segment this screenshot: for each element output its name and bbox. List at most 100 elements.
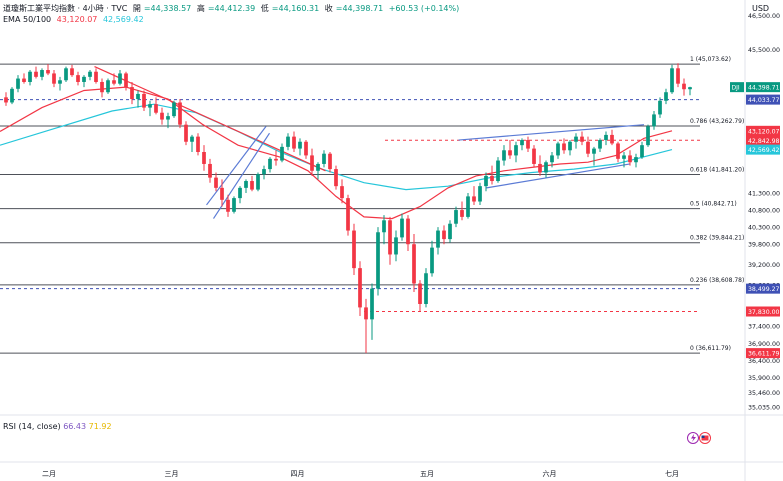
ema100-line [0,103,673,191]
open-label: 開 [132,4,141,13]
price-label-value: 37,830.00 [748,309,780,316]
candle-body [358,268,362,308]
price-label-box [746,348,780,359]
candle-body [280,146,284,161]
price-tick-label: 40,800.00 [748,208,780,215]
candle-body [658,100,662,115]
lightning-glyph-icon [691,434,696,442]
price-tick-label: 45,500.00 [748,47,780,54]
candle-body [454,210,458,224]
candle-body [604,134,608,141]
ema-lines [0,86,673,220]
candle-body [610,134,614,144]
candle-body [94,71,98,82]
candle-body [160,112,164,120]
high-label: 高 [196,4,205,13]
close-value: =44,398.71 [335,4,384,13]
candle-body [202,151,206,164]
candle-body [100,81,104,93]
candle-body [586,141,590,154]
candle-body [166,116,170,120]
candle-body [598,140,602,149]
candle-body [526,140,530,149]
candle-body [298,141,302,149]
symbol-legend: 道瓊斯工業平均指數 · 4小時 · TVC 開 =44,338.57 高 =44,4… [3,3,462,14]
candle-body [652,114,656,127]
price-label-value: 42,842.98 [748,138,780,145]
candle-body [4,97,8,103]
price-tick-label: 41,300.00 [748,190,780,197]
candle-body [178,102,182,125]
price-label-box [746,125,780,136]
candle-body [136,93,140,100]
candle-body [676,68,680,84]
month-label: 五月 [420,470,434,478]
ema50-line [0,86,673,220]
ema-legend[interactable]: EMA 50/100 43,120.07 42,569.42 [3,15,147,24]
open-value: =44,338.57 [143,4,192,13]
candle-body [400,218,404,238]
ema50-value: 43,120.07 [56,15,98,24]
high-value: =44,412.39 [207,4,256,13]
candles [4,63,692,354]
candle-body [82,76,86,82]
rsi-label: RSI (14, close) [3,422,61,431]
candle-body [664,92,668,101]
candle-body [532,148,536,164]
month-label: 七月 [665,469,679,478]
price-label-box [746,82,780,93]
price-label-box [746,283,780,294]
candle-body [412,244,416,284]
candle-body [112,80,116,84]
rsi-legend[interactable]: RSI (14, close) 66.43 71.92 [3,422,112,431]
ema-label: EMA 50/100 [3,15,52,24]
candle-body [232,198,236,212]
candle-body [484,175,488,187]
trendline [206,126,267,206]
candle-body [478,186,482,202]
candle-body [244,181,248,188]
price-label-value: 42,569.42 [748,147,780,154]
candle-body [214,177,218,188]
candle-body [364,307,368,320]
candle-body [568,141,572,151]
candle-body [382,220,386,233]
candle-body [58,80,62,84]
rsi-value: 66.43 [63,422,87,431]
candle-body [16,78,20,89]
candle-body [424,273,428,304]
candle-body [148,104,152,108]
month-label: 四月 [291,470,305,478]
candle-body [352,230,356,269]
month-label: 三月 [165,470,179,478]
candle-body [388,220,392,255]
symbol-name: 道瓊斯工業平均指數 · 4小時 · TVC [3,4,128,13]
price-label-value: 38,499.27 [748,286,780,293]
candle-body [256,174,260,190]
price-tick-label: 36,900.00 [748,341,780,348]
trendline [458,124,645,141]
candle-body [616,143,620,159]
candle-body [334,169,338,187]
fib-label: 0.618 (41,841.20) [690,166,744,173]
candle-body [490,175,494,182]
candle-body [118,73,122,84]
price-tick-label: 40,300.00 [748,225,780,232]
fib-label: 1 (45,073.62) [690,56,731,63]
low-value: =44,160.31 [271,4,320,13]
candle-body [370,288,374,320]
candle-body [646,126,650,146]
candle-body [496,160,500,182]
candle-body [688,87,692,90]
candle-body [436,230,440,248]
candle-body [472,196,476,202]
price-tick-label: 36,400.00 [748,358,780,365]
candle-body [22,78,26,82]
price-tick-label: 39,800.00 [748,242,780,249]
candle-body [346,198,350,231]
candle-body [508,150,512,156]
candle-body [70,68,74,76]
